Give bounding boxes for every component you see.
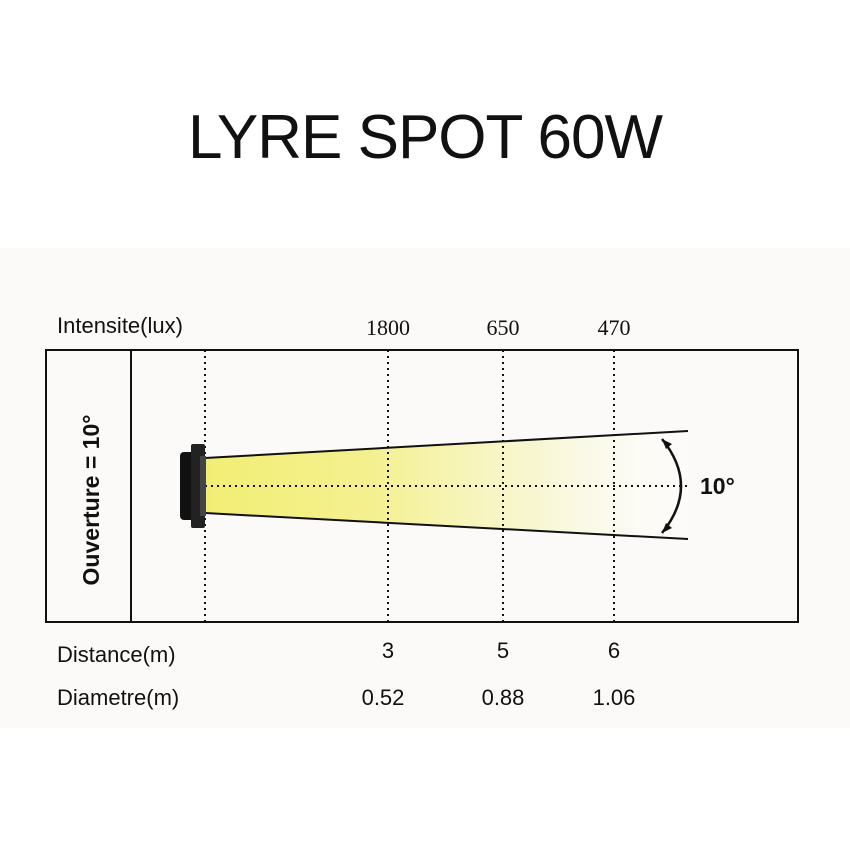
diameter-value: 0.52 bbox=[362, 685, 405, 710]
diagram-frame bbox=[45, 349, 799, 623]
intensity-value: 650 bbox=[487, 315, 520, 340]
intensity-label: Intensite(lux) bbox=[57, 313, 183, 338]
page-title: LYRE SPOT 60W bbox=[188, 103, 663, 172]
distance-value: 6 bbox=[608, 638, 620, 663]
distance-value: 5 bbox=[497, 638, 509, 663]
beam-angle-label: 10° bbox=[700, 473, 735, 499]
beam-angle-arc bbox=[661, 438, 683, 534]
arc-arrow-top bbox=[662, 439, 672, 449]
beam-upper-edge bbox=[204, 430, 689, 459]
diameter-value: 0.88 bbox=[482, 685, 525, 710]
spotlight-icon bbox=[180, 444, 206, 528]
intensity-value: 1800 bbox=[366, 315, 410, 340]
diameter-label: Diametre(m) bbox=[57, 685, 179, 710]
aperture-label: Ouverture = 10° bbox=[78, 415, 104, 586]
distance-value: 3 bbox=[382, 638, 394, 663]
intensity-value: 470 bbox=[598, 315, 631, 340]
diameter-value: 1.06 bbox=[593, 685, 636, 710]
distance-label: Distance(m) bbox=[57, 642, 176, 667]
arc-arrow-bottom bbox=[662, 523, 672, 533]
beam-lower-edge bbox=[204, 512, 689, 540]
